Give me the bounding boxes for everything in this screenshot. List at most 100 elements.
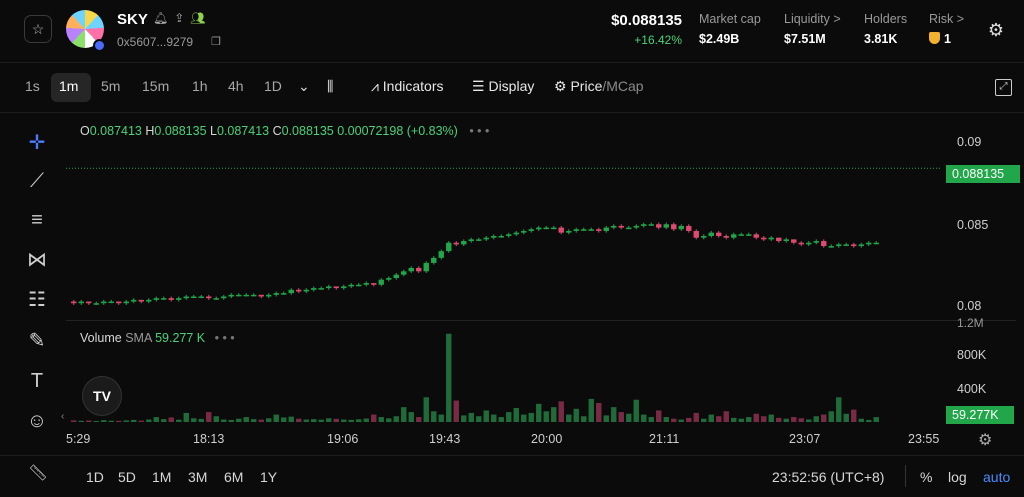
legend-change: 0.00072198 (+0.83%) xyxy=(337,124,458,138)
community-icon[interactable]: 👥︎ xyxy=(190,11,206,25)
volume-bar xyxy=(191,418,197,422)
candle-body xyxy=(101,301,107,304)
candle-body xyxy=(281,293,287,295)
candlestick-chart[interactable] xyxy=(66,115,942,455)
trend-line-icon[interactable]: ⟋ xyxy=(30,170,44,192)
header-action-icons: 🔔︎ ⇪ 👥︎ xyxy=(153,11,206,25)
mcap-toggle-label[interactable]: MCap xyxy=(606,78,644,94)
range-3m[interactable]: 3M xyxy=(188,469,208,485)
price-toggle-label[interactable]: Price xyxy=(570,78,603,94)
candle-body xyxy=(71,301,77,304)
volume-bar xyxy=(116,420,122,422)
toolbar-divider xyxy=(0,112,1024,113)
bell-icon[interactable]: 🔔︎ xyxy=(153,11,169,25)
candle-body xyxy=(93,303,99,305)
volume-bar xyxy=(273,414,279,422)
token-symbol: SKY xyxy=(117,11,148,28)
timeframe-1h[interactable]: 1h xyxy=(192,78,208,94)
range-1d[interactable]: 1D xyxy=(86,469,104,485)
copy-icon[interactable]: ❐ xyxy=(211,36,221,48)
ruler-icon[interactable]: 📏︎ xyxy=(27,465,49,482)
candle-body xyxy=(798,242,804,245)
log-scale-toggle[interactable]: log xyxy=(948,469,967,485)
volume-bar xyxy=(858,418,864,422)
display-button[interactable]: ☰ Display xyxy=(472,78,534,95)
candle-body xyxy=(678,225,684,230)
timeframe-1d[interactable]: 1D xyxy=(264,78,282,94)
candle-body xyxy=(371,283,377,285)
timeframe-1s[interactable]: 1s xyxy=(25,78,40,94)
percent-scale-toggle[interactable]: % xyxy=(920,469,933,485)
candle-body xyxy=(356,284,362,287)
candle-body xyxy=(513,232,519,235)
brush-icon[interactable]: ✎ xyxy=(28,330,46,352)
utc-clock[interactable]: 23:52:56 (UTC+8) xyxy=(772,469,885,485)
volume-bar xyxy=(371,414,377,422)
candle-body xyxy=(431,257,437,263)
favorite-star-icon[interactable]: ☆ xyxy=(24,15,52,43)
candle-body xyxy=(191,296,197,299)
range-1y[interactable]: 1Y xyxy=(260,469,278,485)
candle-body xyxy=(626,227,632,230)
fib-retracement-icon[interactable]: ☷ xyxy=(28,289,46,311)
volume-bar xyxy=(866,419,872,422)
volume-more-dots[interactable]: • • • xyxy=(214,331,235,345)
timeframe-dropdown-chevron-icon[interactable]: ⌄ xyxy=(298,78,310,94)
collapse-tools-chevron-icon[interactable]: ‹ xyxy=(61,411,65,422)
candle-body xyxy=(221,296,227,299)
timeframe-4h[interactable]: 4h xyxy=(228,78,244,94)
timeframe-5m[interactable]: 5m xyxy=(101,78,121,94)
volume-bar xyxy=(626,413,632,422)
auto-scale-toggle[interactable]: auto xyxy=(983,469,1011,485)
candle-body xyxy=(318,288,324,290)
axis-settings-gear-icon[interactable]: ⚙ xyxy=(978,432,993,449)
volume-bar xyxy=(453,400,459,422)
range-6m[interactable]: 6M xyxy=(224,469,244,485)
high-value: 0.088135 xyxy=(154,124,207,138)
settings-gear-icon[interactable]: ⚙ xyxy=(987,20,1005,40)
volume-bar xyxy=(431,411,437,422)
volume-bar xyxy=(93,421,99,423)
timeframe-1m[interactable]: 1m xyxy=(59,78,79,94)
volume-bar xyxy=(266,418,272,422)
legend-more-dots[interactable]: • • • xyxy=(469,124,490,138)
volume-bar xyxy=(378,417,384,422)
tradingview-logo[interactable]: TV xyxy=(82,376,122,416)
candle-style-icon[interactable]: ⫼ xyxy=(327,78,334,94)
range-5d[interactable]: 5D xyxy=(118,469,136,485)
fullscreen-icon[interactable]: ⤢ xyxy=(995,79,1012,96)
volume-bar xyxy=(641,414,647,422)
price-mcap-toggle[interactable]: ⚙ Price/MCap xyxy=(554,78,644,95)
price-tick: 0.08 xyxy=(957,299,982,313)
pattern-icon[interactable]: ⋈ xyxy=(27,249,47,271)
volume-bar xyxy=(258,419,264,422)
text-tool-icon[interactable]: T xyxy=(30,370,44,392)
volume-bar xyxy=(153,417,159,422)
volume-bar xyxy=(363,418,369,422)
volume-bar xyxy=(783,418,789,422)
timeframe-15m[interactable]: 15m xyxy=(142,78,170,94)
volume-bar xyxy=(596,403,602,422)
crosshair-icon[interactable]: ✛ xyxy=(28,132,46,154)
time-tick: 18:13 xyxy=(193,432,225,446)
volume-bar xyxy=(386,418,392,422)
holders-value: 3.81K xyxy=(864,32,898,46)
liquidity-stat[interactable]: Liquidity > $7.51M xyxy=(784,12,841,46)
candle-body xyxy=(483,237,489,240)
token-address: 0x5607...9279 xyxy=(117,35,194,49)
volume-bars-layer xyxy=(71,333,879,423)
volume-bar xyxy=(566,414,572,422)
indicators-button[interactable]: ⩘ Indicators xyxy=(371,78,444,95)
volume-bar xyxy=(716,416,722,422)
display-label: Display xyxy=(488,78,535,94)
risk-stat[interactable]: Risk > 1 xyxy=(929,12,964,46)
candle-body xyxy=(243,294,249,297)
horizontal-lines-icon[interactable]: ≡ xyxy=(31,209,43,231)
risk-value-wrap: 1 xyxy=(929,32,964,46)
emoji-icon[interactable]: ☺ xyxy=(26,410,48,432)
candle-body xyxy=(761,237,767,240)
range-1m[interactable]: 1M xyxy=(152,469,172,485)
share-icon[interactable]: ⇪ xyxy=(174,11,185,25)
candle-body xyxy=(753,234,759,238)
candle-body xyxy=(596,229,602,231)
